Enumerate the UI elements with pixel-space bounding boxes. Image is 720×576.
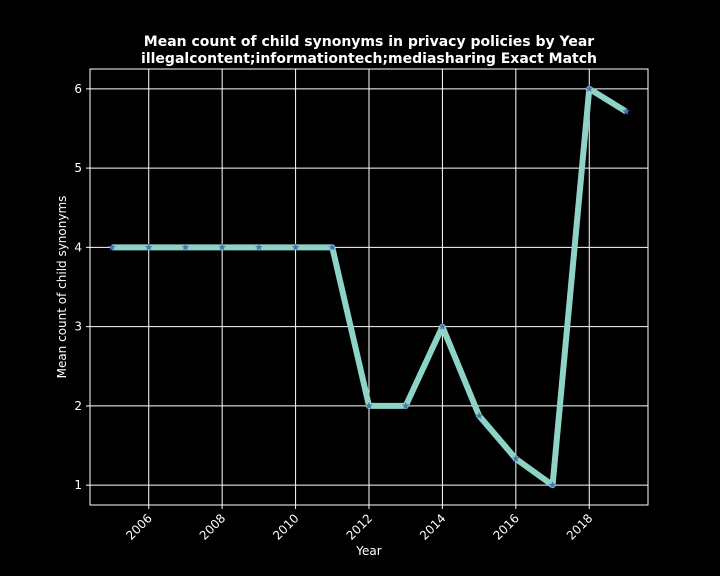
x-tick-label: 2010 xyxy=(270,511,301,542)
y-tick-label: 4 xyxy=(74,240,82,254)
data-point xyxy=(438,322,447,330)
data-point xyxy=(548,481,557,489)
data-point xyxy=(585,84,594,93)
x-tick-label: 2014 xyxy=(417,511,448,542)
chart-subtitle: illegalcontent;informationtech;mediashar… xyxy=(141,51,597,67)
y-tick-label: 2 xyxy=(74,399,82,413)
data-point xyxy=(401,401,410,410)
x-tick-label: 2012 xyxy=(344,511,375,542)
data-point xyxy=(475,411,483,420)
y-tick-label: 1 xyxy=(74,478,82,492)
grid xyxy=(90,69,648,505)
series-layer xyxy=(108,84,630,489)
data-point xyxy=(255,243,263,251)
x-tick-label: 2016 xyxy=(490,511,521,542)
data-point xyxy=(328,243,337,251)
data-point xyxy=(512,454,520,463)
data-point xyxy=(108,243,116,251)
y-tick-label: 6 xyxy=(74,82,82,96)
x-tick-label: 2006 xyxy=(123,511,154,542)
y-tick-label: 5 xyxy=(74,161,82,175)
y-tick-label: 3 xyxy=(74,320,82,334)
data-point xyxy=(181,243,190,251)
ticks: 2006 2008 2010 2012 2014 2016 2018 1 2 3 4 5 6 xyxy=(74,82,595,543)
x-tick-label: 2008 xyxy=(197,511,228,542)
x-tick-label: 2018 xyxy=(564,511,595,542)
data-point xyxy=(291,243,300,251)
data-point xyxy=(622,107,630,115)
y-axis-label: Mean count of child synonyms xyxy=(55,196,69,379)
data-point xyxy=(218,243,226,251)
data-point xyxy=(365,401,373,410)
x-axis-label: Year xyxy=(355,544,381,558)
chart-title: Mean count of child synonyms in privacy … xyxy=(144,34,594,50)
data-point xyxy=(144,243,153,251)
